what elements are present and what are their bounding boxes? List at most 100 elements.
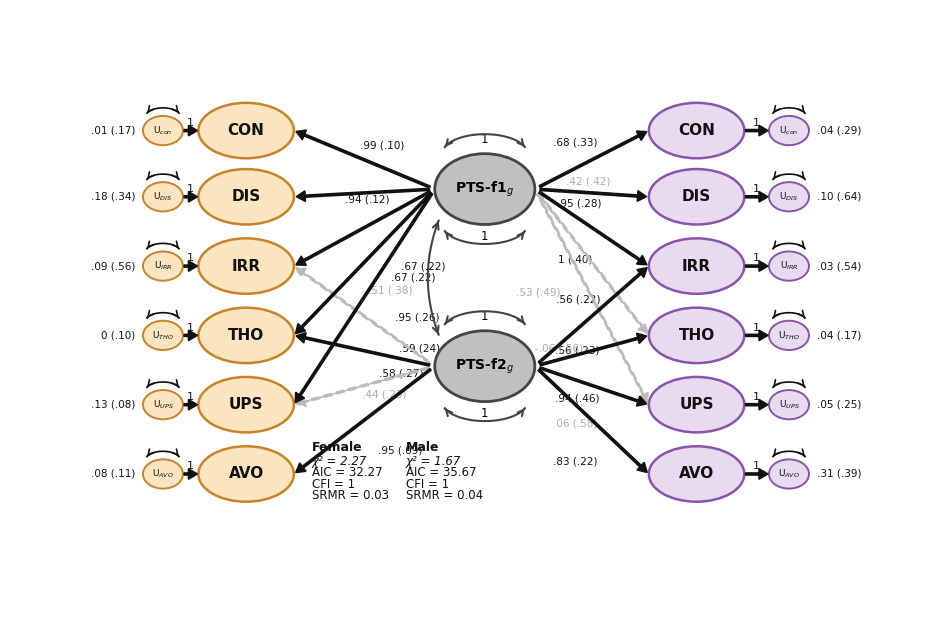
Text: 1: 1 [482, 310, 488, 324]
Text: .13 (.08): .13 (.08) [91, 399, 135, 409]
Text: CON: CON [678, 123, 715, 138]
FancyArrowPatch shape [539, 131, 646, 187]
Text: .95 (.28): .95 (.28) [556, 198, 601, 208]
Ellipse shape [769, 321, 809, 350]
FancyArrowPatch shape [295, 193, 432, 403]
Text: Male: Male [406, 441, 439, 454]
Text: 1: 1 [482, 230, 488, 244]
Ellipse shape [199, 169, 294, 225]
Text: 1: 1 [482, 133, 488, 146]
Ellipse shape [649, 169, 745, 225]
Ellipse shape [769, 116, 809, 145]
Ellipse shape [199, 446, 294, 501]
Text: .42 (.42): .42 (.42) [566, 177, 610, 187]
Ellipse shape [143, 321, 183, 350]
Ellipse shape [649, 239, 745, 294]
Text: 1: 1 [187, 118, 194, 128]
Text: .53 (.49): .53 (.49) [516, 287, 560, 297]
Text: .51 (.38): .51 (.38) [368, 285, 412, 295]
FancyArrowPatch shape [296, 369, 430, 472]
Ellipse shape [769, 252, 809, 280]
Text: PTS-f2$_g$: PTS-f2$_g$ [455, 357, 515, 376]
Text: 1: 1 [753, 254, 761, 264]
Ellipse shape [769, 390, 809, 419]
Text: U$_{\mathit{IRR}}$: U$_{\mathit{IRR}}$ [153, 260, 172, 272]
Text: U$_{\mathit{AVO}}$: U$_{\mathit{AVO}}$ [778, 468, 800, 480]
Text: CON: CON [228, 123, 265, 138]
Text: 1: 1 [753, 184, 761, 194]
Text: .68 (.33): .68 (.33) [552, 138, 597, 148]
Text: DIS: DIS [682, 189, 711, 204]
Text: 1: 1 [187, 254, 194, 264]
Text: 1: 1 [187, 322, 194, 332]
FancyArrowPatch shape [296, 268, 430, 364]
FancyArrowPatch shape [296, 193, 431, 334]
Text: SRMR = 0.04: SRMR = 0.04 [406, 490, 482, 503]
Text: AIC = 35.67: AIC = 35.67 [406, 466, 476, 480]
Text: THO: THO [228, 328, 264, 343]
Text: .95 (.26): .95 (.26) [394, 312, 439, 322]
Ellipse shape [769, 459, 809, 489]
Ellipse shape [649, 103, 745, 158]
Ellipse shape [199, 377, 294, 433]
FancyArrowPatch shape [184, 331, 197, 341]
Ellipse shape [143, 459, 183, 489]
Ellipse shape [143, 390, 183, 419]
Text: U$_{\mathit{UPS}}$: U$_{\mathit{UPS}}$ [152, 398, 173, 411]
Text: χ² = 1.67: χ² = 1.67 [406, 454, 461, 468]
Text: 1: 1 [753, 118, 761, 128]
Text: .94 (.46): .94 (.46) [555, 394, 600, 404]
FancyArrowPatch shape [538, 369, 647, 472]
FancyArrowPatch shape [184, 400, 197, 409]
Text: .04 (.29): .04 (.29) [816, 126, 861, 136]
Ellipse shape [435, 331, 534, 402]
Text: .59 (24): .59 (24) [399, 344, 440, 354]
FancyArrowPatch shape [184, 192, 197, 202]
FancyArrowPatch shape [540, 188, 646, 201]
Text: DIS: DIS [232, 189, 261, 204]
Text: .03 (.54): .03 (.54) [816, 261, 861, 271]
Text: 1: 1 [753, 392, 761, 402]
FancyArrowPatch shape [745, 126, 767, 135]
FancyArrowPatch shape [540, 188, 646, 201]
Text: .95 (.09): .95 (.09) [378, 446, 422, 456]
Text: 1 (.40): 1 (.40) [558, 255, 592, 265]
Text: .04 (.17): .04 (.17) [816, 331, 861, 341]
FancyArrowPatch shape [745, 331, 767, 341]
Ellipse shape [199, 307, 294, 363]
FancyArrowPatch shape [184, 126, 197, 135]
FancyArrowPatch shape [538, 369, 647, 472]
Text: .18 (.34): .18 (.34) [91, 192, 135, 202]
FancyArrowPatch shape [297, 188, 429, 201]
Text: .08 (.11): .08 (.11) [91, 469, 135, 479]
Text: .10 (.64): .10 (.64) [816, 192, 861, 202]
Ellipse shape [143, 252, 183, 280]
FancyArrowPatch shape [537, 193, 647, 333]
Text: .31 (.39): .31 (.39) [816, 469, 861, 479]
Ellipse shape [649, 307, 745, 363]
Text: 1: 1 [187, 461, 194, 471]
Text: χ² = 2.27: χ² = 2.27 [311, 454, 367, 468]
Text: .05 (.25): .05 (.25) [816, 399, 861, 409]
Text: CFI = 1: CFI = 1 [406, 478, 448, 491]
FancyArrowPatch shape [745, 192, 767, 202]
Text: U$_{\mathit{THO}}$: U$_{\mathit{THO}}$ [152, 329, 174, 342]
FancyArrowPatch shape [540, 367, 646, 406]
FancyArrowPatch shape [538, 268, 647, 363]
Text: U$_{\mathit{con}}$: U$_{\mathit{con}}$ [780, 125, 798, 137]
FancyArrowPatch shape [540, 334, 646, 366]
Ellipse shape [143, 182, 183, 212]
Ellipse shape [649, 446, 745, 501]
FancyArrowPatch shape [536, 193, 648, 403]
Text: 1: 1 [482, 408, 488, 421]
Text: AVO: AVO [229, 466, 264, 481]
Text: UPS: UPS [679, 397, 714, 412]
Text: .56 (.22): .56 (.22) [555, 295, 601, 305]
Text: .56 (.23): .56 (.23) [555, 346, 600, 356]
Text: THO: THO [678, 328, 714, 343]
Ellipse shape [435, 153, 534, 225]
FancyArrowPatch shape [745, 400, 767, 409]
FancyArrowPatch shape [539, 192, 646, 265]
Text: U$_{\mathit{AVO}}$: U$_{\mathit{AVO}}$ [152, 468, 174, 480]
Text: 1: 1 [753, 461, 761, 471]
